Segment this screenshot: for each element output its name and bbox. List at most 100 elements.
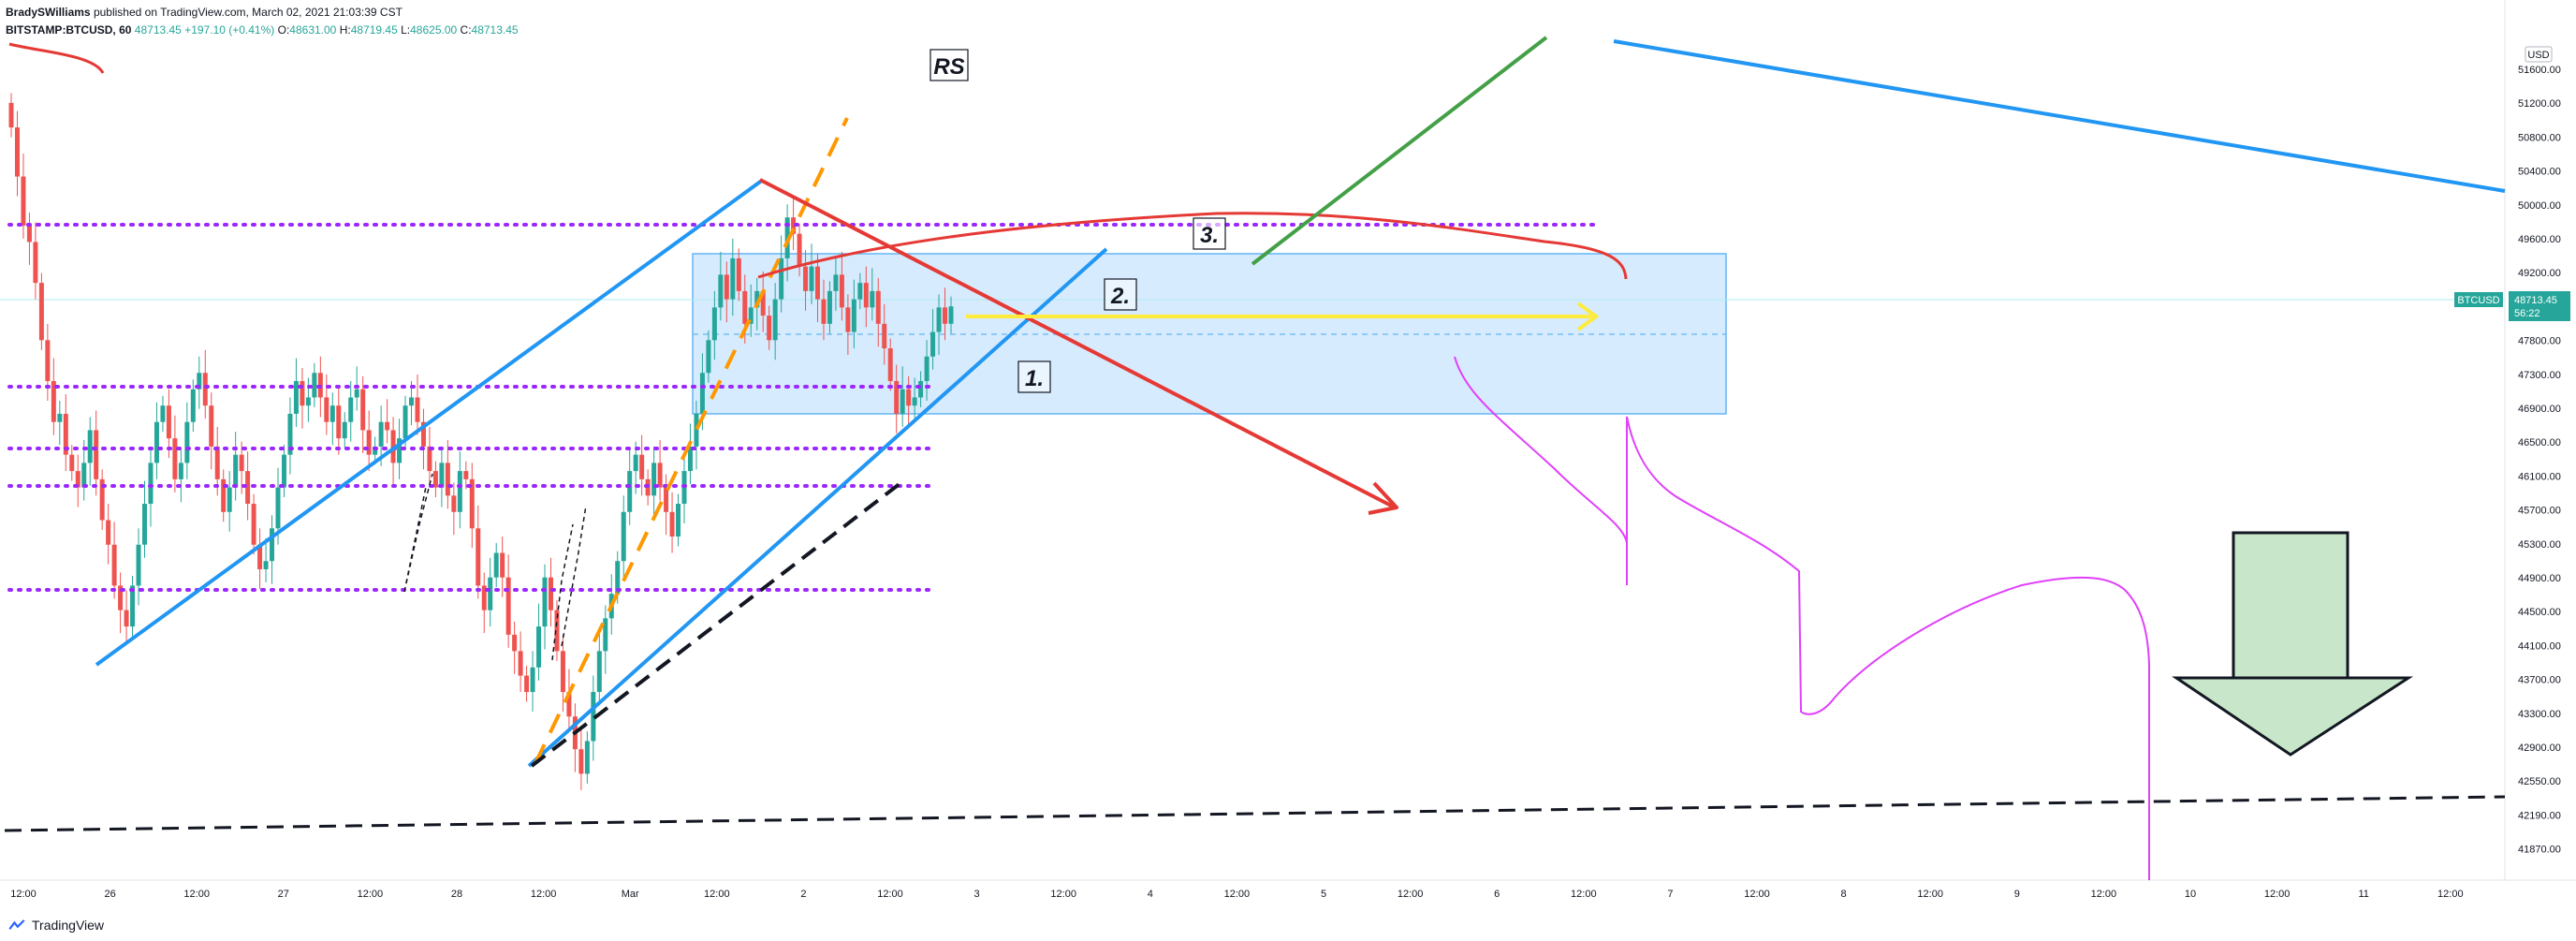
candle-body [8,102,14,128]
time-axis[interactable]: 12:00 26 12:00 27 12:00 28 12:00 Mar 12:00 2 12:00… [10,889,2463,900]
time-tick-label: 28 [451,889,462,900]
symbol-price-tag: BTCUSD [2454,292,2503,307]
candle-body [293,380,299,414]
candle-body [63,413,68,455]
channel-lower-line[interactable] [527,247,1108,768]
candle-body [730,257,736,300]
candle-body [38,283,44,341]
price-tick-label: 44100.00 [2518,640,2561,652]
candle-body [857,283,863,300]
label-rs[interactable]: RS [929,49,969,81]
candle-body [791,217,797,234]
candle-body [821,299,827,324]
candle-body [45,340,51,381]
candle-body [669,511,675,537]
candle-body [409,397,415,406]
candle-body [633,454,638,472]
candle-body [300,380,305,406]
candle-body [233,454,239,488]
red-curve-topleft[interactable] [8,42,105,74]
magenta-projection-path[interactable] [1454,356,2150,880]
candle-body [596,651,602,693]
tradingview-logo-icon[interactable] [7,919,26,931]
red-projection-line[interactable] [759,178,1396,509]
candle-body [706,340,711,374]
symbol-label[interactable]: BITSTAMP:BTCUSD, 60 [6,23,132,37]
candle-body [111,544,117,586]
candle-body [875,290,881,324]
orange-dashed-trendline[interactable] [534,117,849,764]
currency-badge[interactable]: USD [2525,46,2553,63]
candle-body [863,283,869,308]
candle-body [870,290,875,308]
candle-body [900,389,905,414]
candle-body [918,380,924,398]
publish-line: BradySWilliams published on TradingView.… [6,4,519,22]
candle-body [270,528,275,562]
label-1-text: 1. [1025,366,1044,391]
price-tick-label: 51200.00 [2518,98,2561,110]
candle-body [827,290,832,324]
candle-body [312,373,317,398]
candle-body [124,610,129,627]
time-tick-label: 12:00 [1050,889,1076,900]
candle-body [748,307,754,324]
black-dashed-trendline[interactable] [530,478,906,768]
label-1[interactable]: 1. [1017,360,1051,393]
down-arrow-shape[interactable] [2172,531,2414,757]
candle-body [397,438,402,463]
black-dashed-long-line[interactable] [4,795,2506,832]
candle-body [518,651,523,676]
candle-body [190,389,196,422]
candle-body [457,471,462,512]
candle-body [354,389,359,398]
open-label: O: [277,23,290,37]
time-tick-label: 12:00 [531,889,557,900]
candle-body [415,397,420,422]
candle-body [711,307,717,341]
candle-body [839,274,844,308]
candle-body [245,471,251,505]
label-2[interactable]: 2. [1104,278,1137,311]
last-value: 48713.45 [134,23,182,37]
author[interactable]: BradySWilliams [6,6,91,19]
candle-body [481,585,487,610]
price-axis[interactable]: 51600.00 51200.00 50800.00 50400.00 50000.00… [2518,65,2561,856]
candle-body [548,577,553,610]
candle-body [936,307,942,332]
candle-body [166,405,171,439]
symbol-tag-text: BTCUSD [2457,295,2499,306]
candle-body [51,380,56,422]
candle-body [476,528,481,586]
currency-text: USD [2527,50,2549,61]
time-tick-label: 5 [1321,889,1326,900]
countdown-text: 56:22 [2514,308,2540,319]
long-term-trendline[interactable] [1613,39,2506,193]
brand-text[interactable]: TradingView [32,918,105,933]
footer: TradingView [7,918,104,933]
candle-body [445,463,450,496]
time-tick-label: 12:00 [183,889,210,900]
candle-body [797,233,802,267]
high-label: H: [339,23,351,37]
price-tick-label: 47800.00 [2518,336,2561,347]
candle-body [81,463,87,488]
candle-body [227,487,232,512]
candle-body [500,552,505,578]
price-tick-label: 50000.00 [2518,200,2561,212]
price-tick-label: 47300.00 [2518,370,2561,381]
red-curve-top[interactable] [757,212,1628,280]
yellow-arrowhead [1576,301,1600,331]
candle-body [33,242,38,284]
time-tick-label: 26 [104,889,115,900]
candle-body [694,413,699,447]
time-tick-label: 11 [2358,889,2368,900]
label-3[interactable]: 3. [1193,217,1226,250]
channel-upper-line[interactable] [95,178,765,667]
candle-body [281,454,286,488]
green-trendline[interactable] [1251,36,1548,266]
candle-body [257,544,263,569]
candle-body [627,471,633,512]
time-tick-label: 12:00 [2437,889,2464,900]
